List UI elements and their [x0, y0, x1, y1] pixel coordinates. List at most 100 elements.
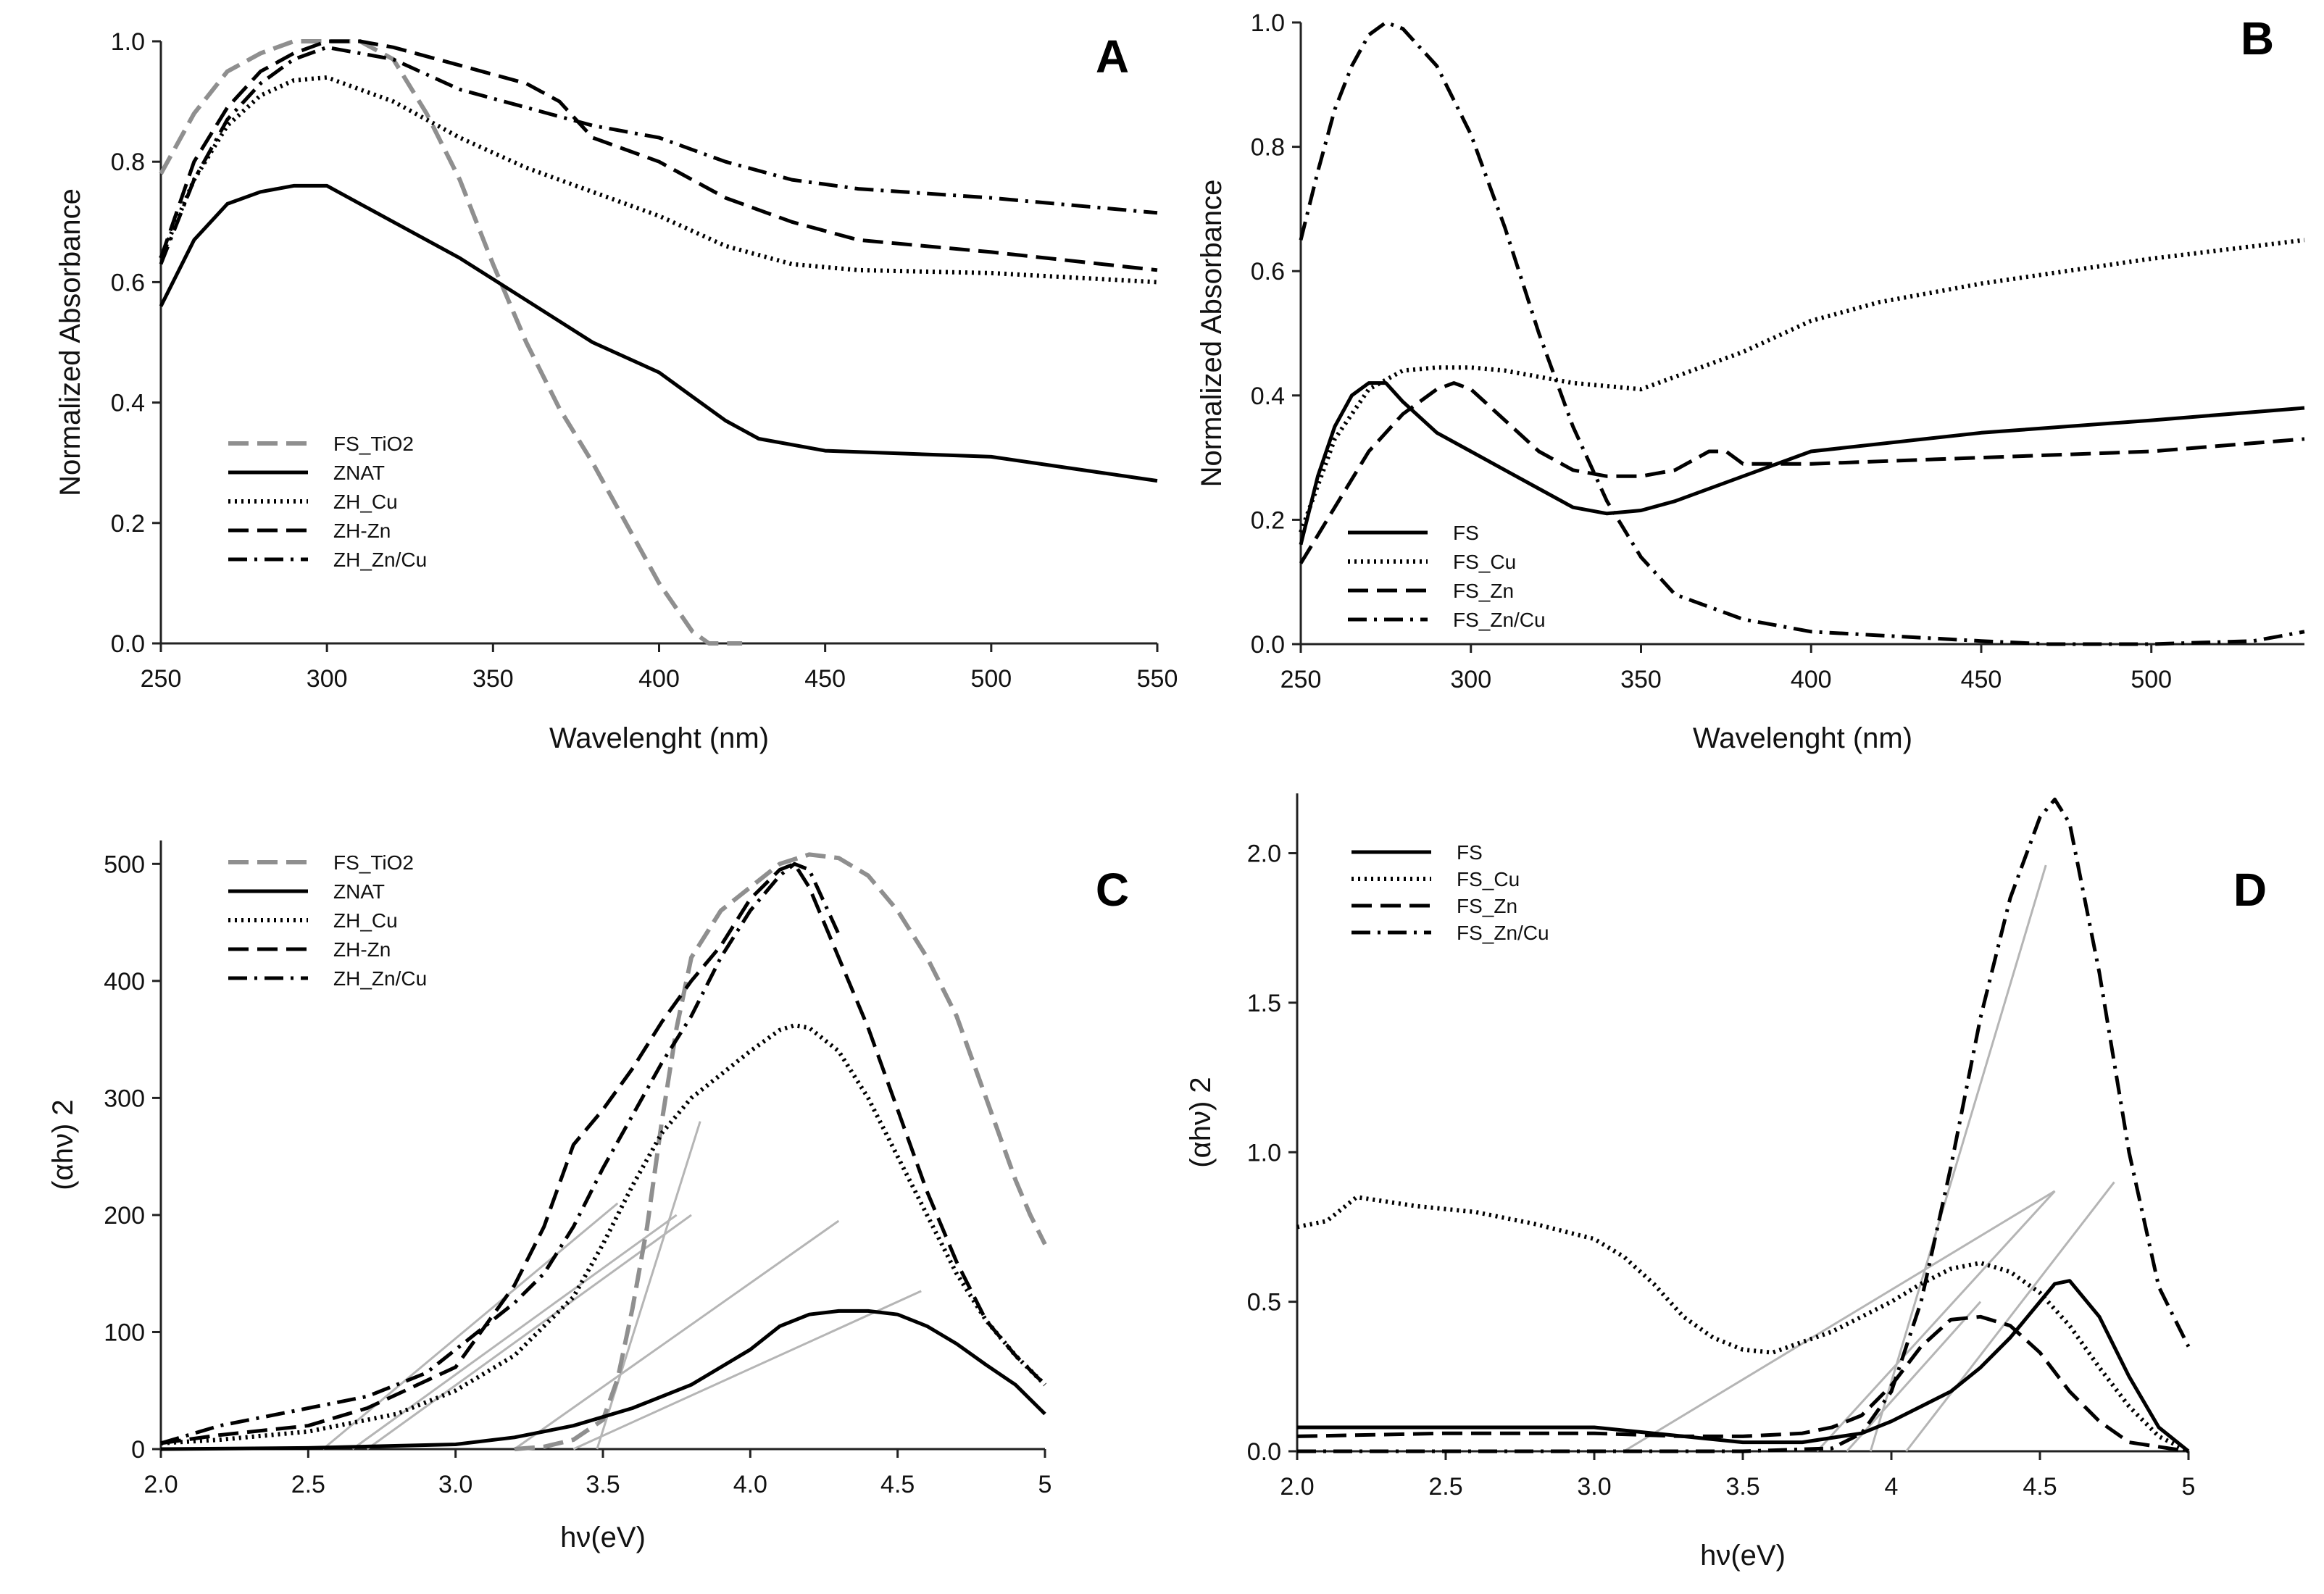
legend-label: FS_TiO2	[333, 433, 414, 455]
legend: FS FS_Cu FS_Zn FS_Zn/Cu	[1351, 841, 1549, 944]
x-tick-label: 250	[1280, 666, 1322, 693]
y-tick-label: 200	[104, 1202, 145, 1230]
y-axis-label: Normalized Absorbance	[54, 188, 86, 496]
x-tick-label: 300	[307, 665, 348, 693]
legend-label: ZNAT	[333, 880, 385, 903]
legend-label: ZH_Cu	[333, 491, 398, 513]
x-tick-label: 350	[1620, 666, 1662, 693]
panel-label: D	[2233, 864, 2267, 916]
tauc-fit-line	[1869, 864, 2047, 1452]
x-tick-label: 3.5	[1725, 1473, 1759, 1501]
y-tick-label: 1.0	[111, 28, 145, 56]
legend-label: ZH_Cu	[333, 909, 398, 932]
legend: FS_TiO2 ZNAT ZH_Cu ZH-Zn ZH_Zn/Cu	[228, 433, 427, 571]
y-axis-label: Normalized Absorbance	[1196, 180, 1228, 488]
y-tick-label: 0.0	[111, 630, 145, 658]
x-tick-label: 400	[638, 665, 680, 693]
chart-panel-c: 2.0 2.5 3.0 3.5 4.0 4.5 5 0 100 200 300 400 500 hν(eV…	[47, 840, 1129, 1553]
series-line-zh-zn	[159, 39, 1158, 272]
series-line-znat	[160, 1309, 1046, 1451]
x-tick-label: 2.5	[1428, 1473, 1462, 1501]
tauc-fit-line	[514, 1219, 840, 1451]
y-tick-label: 0.2	[1251, 506, 1285, 534]
x-tick-label: 500	[2131, 666, 2172, 693]
y-tick-label: 0	[131, 1436, 145, 1464]
y-tick-label: 0.8	[111, 149, 145, 176]
chart-panel-b: 250 300 350 400 450 500 0.0 0.2 0.4 0.6 0.8 1.0 Wave…	[1196, 9, 2305, 754]
legend-label: FS	[1457, 841, 1483, 864]
x-tick-label: 350	[472, 665, 514, 693]
x-tick-label: 250	[141, 665, 182, 693]
x-axis-label: hν(eV)	[560, 1522, 646, 1553]
x-tick-label: 4	[1885, 1473, 1899, 1501]
x-tick-label: 300	[1450, 666, 1491, 693]
x-tick-label: 450	[1961, 666, 2002, 693]
x-axis-label: hν(eV)	[1700, 1540, 1786, 1572]
x-tick-label: 5	[2182, 1473, 2196, 1501]
y-axis-label: (αhν) 2	[47, 1099, 79, 1190]
tauc-fit-line	[1816, 1190, 2056, 1453]
series-line-fs	[1299, 381, 2305, 546]
legend-label: FS_Zn/Cu	[1453, 609, 1546, 631]
series-line-fs-zn-cu	[1297, 797, 2191, 1453]
chart-panel-d: 2.0 2.5 3.0 3.5 4 4.5 5 0.0 0.5 1.0 1.5 2.0 hν(eV) (α…	[1185, 793, 2267, 1572]
series-line-znat	[159, 183, 1158, 483]
legend-label: FS_Cu	[1453, 551, 1516, 573]
legend-label: ZH_Zn/Cu	[333, 548, 427, 571]
series-line-zh-zn	[160, 861, 1046, 1445]
y-tick-label: 0.5	[1247, 1289, 1281, 1316]
series-line-zh-zn-cu	[159, 45, 1158, 265]
y-tick-label: 300	[104, 1085, 145, 1112]
legend-label: FS_Cu	[1457, 868, 1520, 890]
x-tick-label: 450	[804, 665, 846, 693]
x-tick-label: 3.5	[586, 1471, 620, 1498]
series-line-fs-tio2	[514, 852, 1047, 1451]
panel-label: A	[1096, 30, 1129, 83]
panel-label: C	[1096, 864, 1129, 916]
legend-label: FS_Zn	[1453, 580, 1514, 602]
legend-label: ZNAT	[333, 462, 385, 484]
series-line-zh-zn-cu	[160, 861, 841, 1445]
y-axis-label: (αhν) 2	[1185, 1077, 1217, 1167]
y-tick-label: 1.0	[1247, 1139, 1281, 1167]
y-tick-label: 0.6	[111, 269, 145, 296]
series-line-fs-zn	[1296, 1314, 2189, 1453]
tauc-fit-line	[1846, 1301, 1982, 1452]
x-tick-label: 3.0	[1577, 1473, 1611, 1501]
x-tick-label: 2.0	[143, 1471, 178, 1498]
series-line-zh-cu	[160, 1023, 1047, 1445]
legend-label: ZH_Zn/Cu	[333, 967, 427, 990]
tauc-fit-line	[572, 1290, 922, 1451]
series-line-fs-zn	[1299, 381, 2305, 564]
y-tick-label: 2.0	[1247, 840, 1281, 868]
legend: FS FS_Cu FS_Zn FS_Zn/Cu	[1348, 522, 1546, 631]
legend-label: FS_TiO2	[333, 851, 414, 874]
y-tick-label: 0.4	[111, 390, 145, 417]
x-tick-label: 5	[1038, 1471, 1052, 1498]
y-tick-label: 100	[104, 1319, 145, 1346]
y-tick-label: 1.0	[1251, 9, 1285, 37]
tauc-fit-line	[322, 1202, 619, 1451]
panel-label: B	[2241, 12, 2274, 64]
legend: FS_TiO2 ZNAT ZH_Cu ZH-Zn ZH_Zn/Cu	[228, 851, 427, 990]
legend-label: FS_Zn/Cu	[1457, 922, 1549, 944]
y-tick-label: 400	[104, 968, 145, 996]
x-tick-label: 2.0	[1280, 1473, 1314, 1501]
y-tick-label: 0.4	[1251, 383, 1285, 410]
y-tick-label: 1.5	[1247, 990, 1281, 1017]
chart-panel-a: 250 300 350 400 450 500 550 0.0 0.2 0.4 0.6 0.8 1.0 W…	[54, 28, 1178, 754]
x-tick-label: 4.0	[733, 1471, 767, 1498]
y-tick-label: 0.8	[1251, 134, 1285, 162]
tauc-fit-line	[1623, 1190, 2056, 1453]
series-line-fs-zn-cu	[1299, 20, 2305, 646]
legend-label: ZH-Zn	[333, 938, 391, 961]
x-axis-label: Wavelenght (nm)	[1693, 722, 1912, 754]
legend-label: FS_Zn	[1457, 895, 1517, 917]
legend-label: ZH-Zn	[333, 519, 391, 542]
series-line-zh-cu	[159, 75, 1158, 285]
legend-label: FS	[1453, 522, 1479, 544]
x-tick-label: 500	[970, 665, 1012, 693]
series-line-fs-tio2	[159, 39, 743, 646]
y-tick-label: 0.0	[1251, 631, 1285, 659]
